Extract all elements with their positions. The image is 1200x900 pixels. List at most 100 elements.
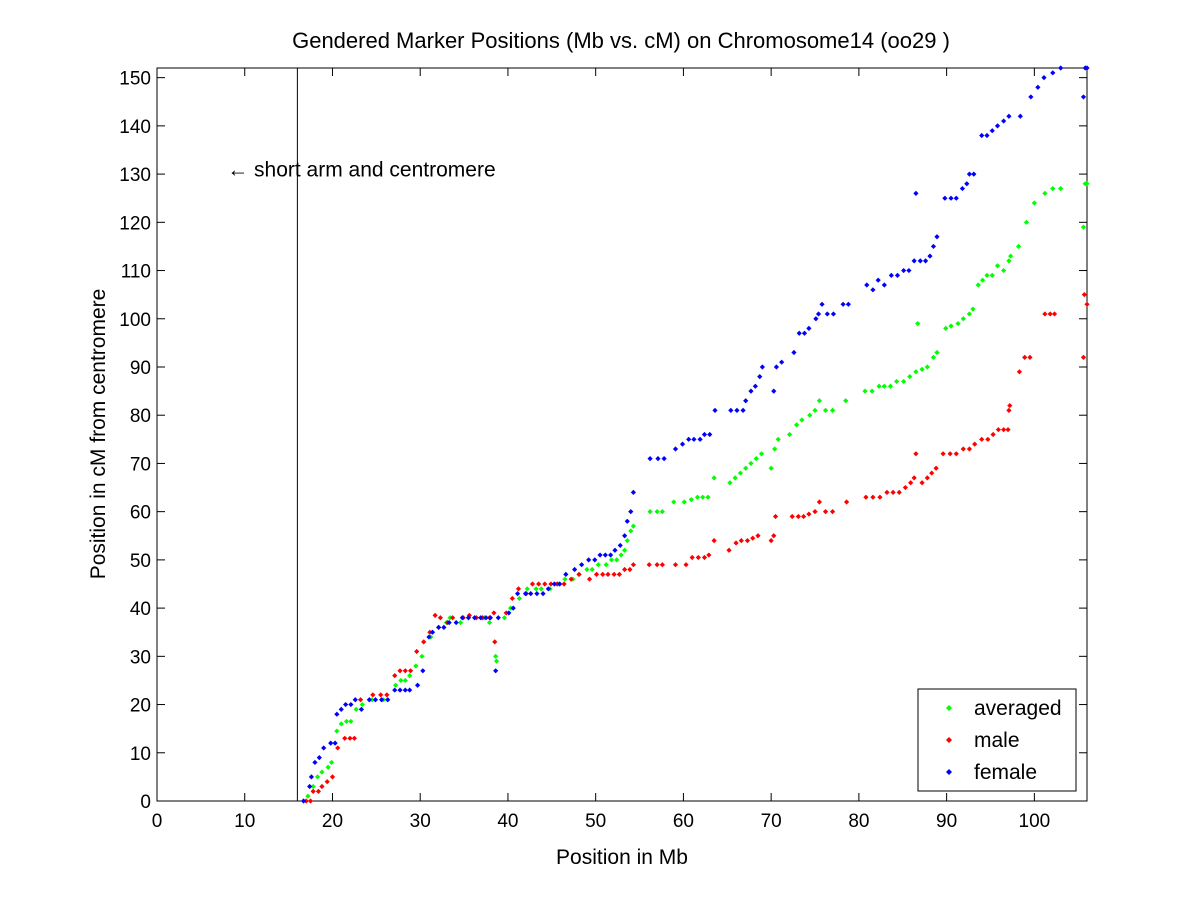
point-female bbox=[927, 253, 933, 259]
y-tick-label: 100 bbox=[119, 310, 151, 331]
point-female bbox=[966, 171, 973, 177]
point-averaged bbox=[1015, 243, 1022, 250]
point-male bbox=[755, 533, 761, 539]
point-male bbox=[1027, 354, 1033, 360]
point-male bbox=[966, 446, 973, 452]
point-female bbox=[436, 624, 442, 630]
point-averaged bbox=[694, 494, 701, 500]
y-tick-label: 50 bbox=[130, 551, 151, 572]
point-averaged bbox=[1084, 181, 1090, 187]
point-female bbox=[624, 518, 630, 524]
point-female bbox=[493, 668, 499, 674]
point-female bbox=[824, 311, 830, 317]
point-female bbox=[579, 562, 585, 568]
point-averaged bbox=[1031, 200, 1037, 206]
point-averaged bbox=[812, 407, 818, 413]
point-male bbox=[877, 494, 883, 500]
point-averaged bbox=[822, 407, 829, 413]
point-averaged bbox=[727, 480, 733, 486]
point-male bbox=[554, 581, 560, 587]
point-female bbox=[942, 195, 948, 201]
point-averaged bbox=[816, 398, 823, 404]
y-tick-label: 30 bbox=[130, 647, 151, 668]
point-male bbox=[744, 537, 751, 544]
point-averaged bbox=[538, 586, 544, 592]
point-female bbox=[487, 615, 493, 621]
point-male bbox=[689, 554, 695, 561]
point-male bbox=[605, 571, 611, 577]
point-female bbox=[930, 243, 937, 250]
y-tick-label: 10 bbox=[130, 744, 151, 765]
x-tick-label: 30 bbox=[410, 811, 431, 832]
point-male bbox=[990, 431, 996, 438]
point-female bbox=[622, 533, 628, 539]
point-female bbox=[888, 272, 894, 278]
point-male bbox=[890, 489, 896, 495]
point-female bbox=[328, 740, 334, 746]
point-male bbox=[844, 499, 850, 505]
point-female bbox=[441, 624, 447, 630]
y-tick-label: 140 bbox=[119, 117, 151, 138]
point-averaged bbox=[907, 374, 913, 380]
point-female bbox=[597, 552, 603, 558]
y-tick-label: 40 bbox=[130, 599, 151, 620]
point-female bbox=[971, 171, 977, 177]
point-female bbox=[551, 581, 558, 587]
point-female bbox=[459, 615, 465, 621]
point-female bbox=[429, 629, 436, 635]
point-male bbox=[561, 581, 567, 587]
point-averaged bbox=[614, 557, 620, 563]
point-female bbox=[911, 258, 917, 264]
point-male bbox=[307, 798, 314, 804]
point-male bbox=[772, 513, 779, 520]
point-male bbox=[1080, 354, 1087, 360]
point-male bbox=[437, 615, 443, 621]
point-male bbox=[414, 648, 420, 655]
point-averaged bbox=[829, 407, 836, 413]
y-tick-label: 60 bbox=[130, 503, 151, 524]
point-male bbox=[576, 571, 582, 577]
point-male bbox=[466, 612, 472, 618]
point-female bbox=[870, 287, 876, 293]
point-averaged bbox=[618, 552, 624, 558]
plot-area bbox=[156, 67, 1088, 802]
point-female bbox=[806, 325, 812, 332]
point-female bbox=[628, 509, 634, 515]
point-male bbox=[402, 668, 408, 674]
point-averaged bbox=[901, 378, 907, 385]
point-female bbox=[728, 407, 734, 413]
point-male bbox=[933, 465, 939, 471]
point-male bbox=[622, 566, 628, 573]
point-averaged bbox=[934, 349, 940, 356]
point-averaged bbox=[402, 677, 408, 684]
point-averaged bbox=[533, 586, 539, 592]
point-averaged bbox=[671, 499, 677, 505]
x-axis: 0 10 20 30 40 50 60 70 80 90 100 bbox=[152, 68, 1050, 832]
point-female bbox=[934, 234, 940, 240]
point-male bbox=[829, 509, 836, 515]
centromere-annotation: ← short arm and centromere bbox=[227, 158, 495, 181]
point-female bbox=[740, 407, 746, 413]
point-female bbox=[453, 619, 459, 626]
point-female bbox=[1041, 75, 1047, 81]
point-female bbox=[819, 301, 825, 307]
x-tick-label: 100 bbox=[1019, 811, 1051, 832]
point-averaged bbox=[970, 306, 976, 312]
point-female bbox=[534, 591, 540, 597]
point-female bbox=[1035, 84, 1041, 90]
point-averaged bbox=[799, 417, 805, 423]
y-axis-label: Position in cM from centromere bbox=[87, 289, 110, 580]
point-male bbox=[924, 475, 930, 481]
y-tick-label: 110 bbox=[121, 262, 151, 283]
point-averaged bbox=[493, 653, 499, 659]
point-female bbox=[791, 349, 797, 356]
point-female bbox=[514, 591, 521, 597]
point-averaged bbox=[955, 320, 961, 327]
point-male bbox=[979, 436, 985, 442]
point-female bbox=[420, 668, 426, 674]
point-averaged bbox=[1042, 190, 1048, 196]
point-averaged bbox=[628, 528, 634, 534]
point-female bbox=[1050, 70, 1056, 76]
point-male bbox=[1006, 407, 1012, 413]
point-male bbox=[503, 610, 509, 616]
